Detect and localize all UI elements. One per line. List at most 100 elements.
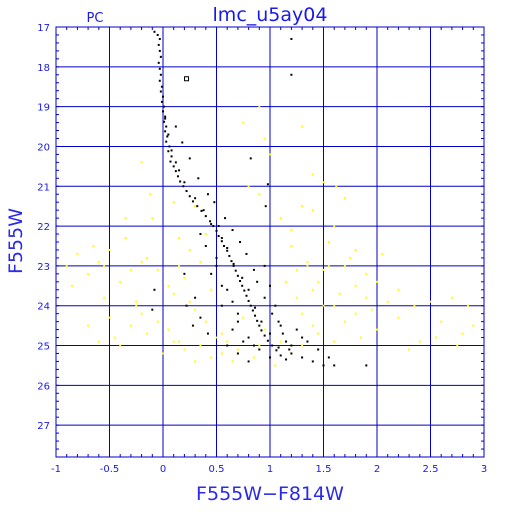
data-point (174, 161, 177, 164)
data-point (434, 336, 437, 339)
data-point (301, 312, 304, 315)
data-point (311, 288, 314, 291)
data-point (167, 133, 170, 136)
data-point (164, 115, 167, 118)
data-point (263, 334, 266, 337)
data-point (172, 340, 175, 343)
data-point (343, 197, 346, 200)
series-1 (65, 105, 475, 367)
data-point (210, 272, 213, 275)
data-point (213, 201, 216, 204)
data-point (199, 316, 202, 319)
data-point (188, 157, 191, 160)
series-0 (151, 30, 368, 367)
data-point (327, 264, 330, 267)
data-point (151, 308, 154, 311)
data-point (165, 140, 168, 143)
data-point (456, 344, 459, 347)
data-point (231, 300, 234, 303)
data-point (204, 320, 207, 323)
data-point (209, 220, 212, 223)
data-point (269, 153, 271, 156)
data-point (159, 73, 162, 76)
axis-ticks: -1 -0.5 0 0.5 1 1.5 2 2.5 3 17 18 19 20 21 22 23 24 25 26 2… (37, 23, 487, 475)
data-point (206, 193, 209, 196)
data-point (162, 352, 164, 355)
data-point (354, 284, 357, 287)
data-point (301, 205, 304, 208)
data-point (322, 181, 325, 184)
data-point (191, 200, 194, 203)
data-point (239, 241, 242, 243)
data-point (254, 314, 257, 317)
data-point (210, 223, 213, 226)
data-point (172, 165, 175, 168)
data-point (247, 360, 250, 363)
data-point (172, 292, 175, 295)
corner-label: PC (87, 11, 104, 26)
data-point (249, 304, 252, 307)
data-point (450, 296, 453, 299)
data-point (220, 240, 223, 243)
data-point (220, 332, 223, 335)
data-point (153, 288, 156, 291)
data-point (183, 276, 186, 279)
data-point (306, 340, 309, 343)
data-point (206, 332, 209, 335)
y-axis-title: F555W (5, 208, 27, 274)
data-point (179, 180, 182, 183)
y-tick-label: 20 (37, 142, 50, 153)
data-point (165, 125, 168, 128)
data-point (461, 332, 464, 335)
data-point (220, 352, 223, 355)
data-point (140, 260, 143, 263)
data-point (226, 246, 229, 249)
data-point (159, 55, 162, 58)
data-point (215, 256, 218, 259)
data-point (408, 348, 411, 351)
data-point (166, 135, 169, 138)
data-point (279, 217, 282, 220)
data-point (242, 340, 245, 343)
data-point (258, 105, 261, 108)
data-point (145, 332, 148, 335)
data-point (226, 344, 229, 347)
data-point (252, 356, 255, 359)
data-point (124, 237, 127, 240)
data-point (343, 320, 346, 323)
data-point (217, 235, 220, 238)
data-point (327, 241, 330, 243)
data-point (281, 332, 284, 335)
data-point (247, 299, 250, 302)
data-point (260, 320, 263, 323)
data-point (306, 260, 309, 263)
data-point (269, 284, 271, 287)
data-point (194, 205, 197, 208)
x-tick-label: 2 (374, 464, 380, 475)
data-point (174, 125, 177, 128)
data-point (365, 364, 368, 367)
data-point (472, 324, 475, 327)
data-point (156, 268, 159, 271)
data-point (169, 160, 172, 163)
data-point (333, 340, 336, 343)
data-point (236, 274, 239, 277)
data-point (290, 73, 293, 76)
y-tick-label: 22 (37, 222, 50, 233)
data-point (163, 120, 166, 123)
data-point (178, 237, 181, 240)
data-point (269, 332, 271, 335)
data-point (76, 252, 79, 255)
x-tick-label: 1.5 (316, 464, 332, 475)
data-point (153, 30, 156, 33)
data-point (224, 217, 227, 220)
data-point (290, 352, 293, 355)
data-point (103, 296, 106, 299)
data-point (176, 175, 179, 178)
data-point (413, 304, 416, 307)
data-point (258, 193, 261, 196)
data-point (149, 193, 152, 196)
data-point (156, 33, 159, 36)
data-point (386, 300, 389, 303)
data-point (167, 328, 170, 331)
